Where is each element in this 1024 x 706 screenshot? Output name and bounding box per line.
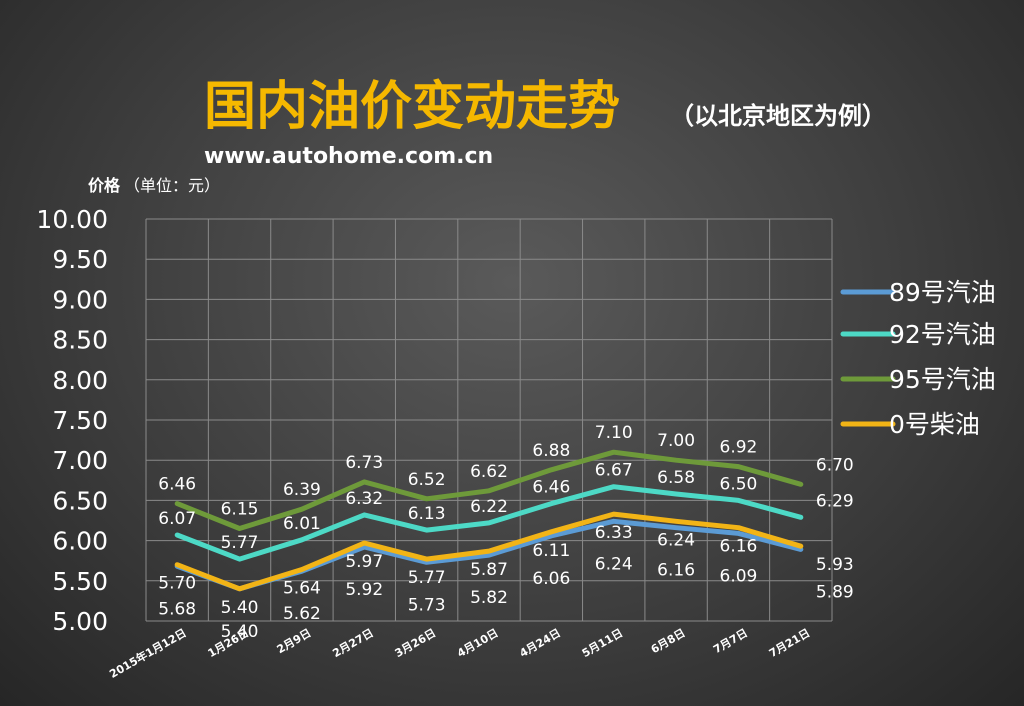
source-url: www.autohome.com.cn — [204, 144, 493, 169]
y-tick-label: 7.00 — [52, 446, 108, 475]
data-label: 6.70 — [816, 455, 854, 475]
data-label: 6.16 — [657, 561, 695, 581]
legend-label: 89号汽油 — [889, 278, 996, 307]
data-label: 5.87 — [470, 560, 508, 580]
series-line-2 — [174, 449, 804, 531]
y-tick-label: 5.50 — [52, 567, 108, 596]
x-tick-label: 3月26日 — [393, 626, 438, 660]
x-tick-label: 2月9日 — [275, 626, 314, 656]
data-label: 5.97 — [345, 552, 383, 572]
data-label: 6.52 — [408, 470, 446, 490]
data-labels: 5.68 5.40 5.62 5.92 5.73 5.82 6.06 6.24 6.16 6.09… — [158, 423, 853, 642]
data-label: 5.70 — [158, 574, 196, 594]
x-tick-label: 7月7日 — [711, 626, 750, 656]
data-label: 7.10 — [595, 423, 633, 443]
data-label: 7.00 — [657, 431, 695, 451]
x-axis-ticks: 2015年1月12日 1月26日 2月9日 2月27日 3月26日 4月10日 4月24日 5… — [107, 625, 813, 680]
chart-subtitle: （以北京地区为例） — [670, 102, 886, 130]
data-label: 6.39 — [283, 480, 321, 500]
legend-label: 0号柴油 — [889, 410, 980, 439]
data-label: 5.62 — [283, 604, 321, 624]
data-label: 6.13 — [408, 504, 446, 524]
data-label: 6.24 — [595, 554, 633, 574]
x-tick-label: 4月10日 — [455, 626, 500, 660]
x-tick-label: 4月24日 — [517, 626, 562, 660]
data-label: 6.11 — [532, 541, 570, 561]
data-label: 5.64 — [283, 579, 321, 599]
y-axis-ticks: 5.00 5.50 6.00 6.50 7.00 7.50 8.00 8.50 9.00 9.50… — [36, 205, 108, 636]
y-axis-label: 价格 — [88, 176, 121, 195]
x-tick-label: 7月21日 — [767, 626, 812, 660]
data-label: 6.33 — [595, 523, 633, 543]
data-label: 6.92 — [720, 438, 758, 458]
data-label: 6.67 — [595, 461, 633, 481]
data-label: 5.82 — [470, 588, 508, 608]
y-tick-label: 5.00 — [52, 607, 108, 636]
data-label: 6.06 — [532, 569, 570, 589]
data-label: 6.09 — [720, 566, 758, 586]
data-label: 6.01 — [283, 514, 321, 534]
y-tick-label: 6.00 — [52, 527, 108, 556]
x-tick-label: 5月11日 — [580, 626, 625, 660]
data-label: 6.88 — [532, 441, 570, 461]
data-label: 6.50 — [720, 474, 758, 494]
y-tick-label: 9.00 — [52, 285, 108, 314]
data-label: 5.77 — [408, 568, 446, 588]
legend: 89号汽油 92号汽油 95号汽油 0号柴油 — [840, 278, 996, 439]
data-label: 5.93 — [816, 555, 854, 575]
data-label: 6.62 — [470, 462, 508, 482]
y-tick-label: 7.50 — [52, 406, 108, 435]
data-label: 6.22 — [470, 497, 508, 517]
data-label: 5.92 — [345, 580, 383, 600]
x-tick-label: 2月27日 — [330, 626, 375, 660]
y-axis-unit: （单位：元） — [124, 176, 220, 195]
data-label: 6.24 — [657, 530, 695, 550]
data-label: 6.46 — [532, 478, 570, 498]
data-label: 5.89 — [816, 582, 854, 602]
data-label: 5.77 — [221, 533, 259, 553]
grid — [145, 218, 833, 622]
data-label: 5.73 — [408, 595, 446, 615]
data-label: 5.68 — [158, 599, 196, 619]
data-label: 5.40 — [221, 622, 259, 642]
data-label: 5.40 — [221, 598, 259, 618]
legend-label: 95号汽油 — [889, 365, 996, 394]
data-label: 6.15 — [221, 500, 259, 520]
data-label: 6.32 — [345, 489, 383, 509]
y-tick-label: 8.50 — [52, 326, 108, 355]
x-tick-label: 2015年1月12日 — [107, 625, 189, 680]
y-tick-label: 8.00 — [52, 366, 108, 395]
data-label: 6.29 — [816, 491, 854, 511]
y-tick-label: 10.00 — [36, 205, 108, 234]
series-line-3 — [174, 511, 804, 592]
data-label: 6.46 — [158, 475, 196, 495]
data-label: 6.58 — [657, 468, 695, 488]
data-label: 6.16 — [720, 537, 758, 557]
y-tick-label: 6.50 — [52, 486, 108, 515]
y-tick-label: 9.50 — [52, 245, 108, 274]
x-tick-label: 6月8日 — [649, 626, 688, 656]
data-label: 6.07 — [158, 509, 196, 529]
series-line-1 — [174, 484, 804, 562]
series-lines — [174, 449, 804, 592]
data-label: 6.73 — [345, 453, 383, 473]
legend-label: 92号汽油 — [889, 320, 996, 349]
chart-title: 国内油价变动走势 — [204, 77, 620, 137]
